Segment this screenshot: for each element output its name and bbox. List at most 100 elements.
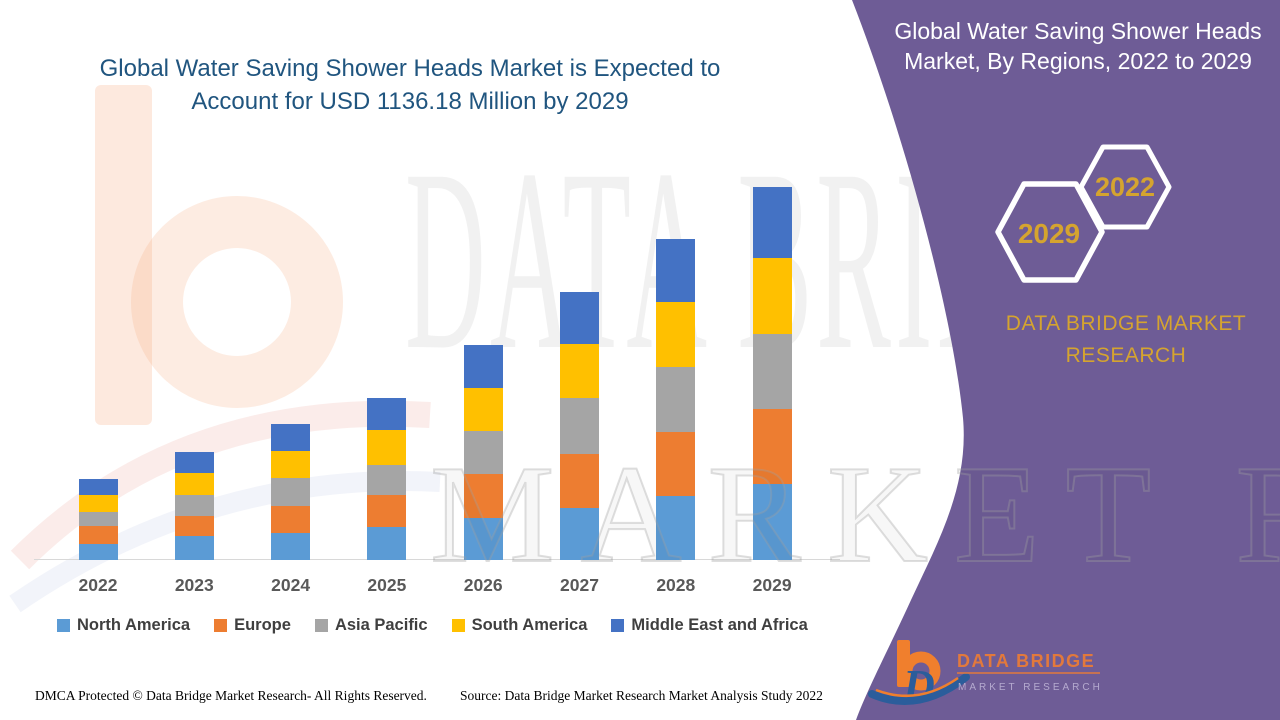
bar-segment-2025 xyxy=(367,397,407,431)
bar-segment-2026 xyxy=(463,518,503,560)
bar-segment-2022 xyxy=(78,525,118,544)
hexagon-2029-label: 2029 xyxy=(1018,218,1080,249)
bar-segment-2025 xyxy=(367,465,407,496)
bar-2029 xyxy=(752,187,792,560)
legend-label: Europe xyxy=(234,616,291,634)
bar-2028 xyxy=(656,238,696,560)
bar-segment-2025 xyxy=(367,526,407,560)
watermark-b-bowl xyxy=(131,196,343,408)
legend-item: Europe xyxy=(214,616,291,635)
legend-swatch-icon xyxy=(214,619,228,632)
legend-swatch-icon xyxy=(314,619,328,632)
x-axis-label-2024: 2024 xyxy=(271,575,311,595)
bar-segment-2026 xyxy=(463,431,503,475)
bar-segment-2026 xyxy=(463,388,503,432)
logo-swoosh-blue-icon xyxy=(868,673,970,706)
x-axis-label-2027: 2027 xyxy=(560,575,599,595)
watermark-b-stem xyxy=(95,85,152,425)
bar-segment-2028 xyxy=(656,431,696,497)
x-axis-label-2025: 2025 xyxy=(367,575,407,595)
bar-segment-2028 xyxy=(656,238,696,303)
bar-segment-2027 xyxy=(560,398,599,454)
stacked-bar-chart: 2022 2023 2024 2025 2026 2027 2028 2029 xyxy=(34,187,840,595)
bar-segment-2027 xyxy=(560,507,599,560)
bar-2024 xyxy=(271,423,311,560)
panel-title-line1: Global Water Saving Shower Heads xyxy=(894,18,1262,44)
bar-segment-2024 xyxy=(271,450,311,479)
logo-b-bowl-icon xyxy=(901,651,941,691)
bar-segment-2023 xyxy=(174,452,214,474)
bar-2025 xyxy=(367,397,407,560)
bar-segment-2029 xyxy=(752,333,792,409)
bar-segment-2022 xyxy=(78,543,118,560)
brand-text: DATA BRIDGE MARKET RESEARCH xyxy=(970,308,1280,372)
legend-swatch-icon xyxy=(611,619,625,632)
legend-swatch-icon xyxy=(451,619,465,632)
logo-swoosh-orange-icon xyxy=(875,676,959,698)
brand-text-line2: RESEARCH xyxy=(1065,344,1187,367)
side-panel-shape xyxy=(852,0,1280,720)
legend-item: North America xyxy=(57,616,190,635)
chart-headline-line2: Account for USD 1136.18 Million by 2029 xyxy=(191,88,629,115)
logo-subtitle: MARKET RESEARCH xyxy=(958,682,1103,693)
bar-segment-2024 xyxy=(271,506,311,534)
bar-segment-2026 xyxy=(463,345,503,389)
bar-segment-2023 xyxy=(174,536,214,560)
dmca-notice: DMCA Protected © Data Bridge Market Rese… xyxy=(35,688,427,703)
legend-label: South America xyxy=(471,616,588,634)
bar-segment-2028 xyxy=(656,302,696,368)
logo-title: DATA BRIDGE xyxy=(957,651,1095,671)
chart-headline: Global Water Saving Shower Heads Market … xyxy=(55,52,765,118)
bar-segment-2028 xyxy=(656,496,696,560)
bar-segment-2027 xyxy=(560,291,599,344)
legend-label: Asia Pacific xyxy=(334,616,428,634)
bar-segment-2022 xyxy=(78,495,118,512)
x-axis-line xyxy=(34,559,840,560)
chart-headline-line1: Global Water Saving Shower Heads Market … xyxy=(99,55,721,82)
bar-segment-2027 xyxy=(560,343,599,399)
legend-item: Middle East and Africa xyxy=(611,616,808,635)
bar-segment-2028 xyxy=(656,367,696,432)
brand-text-line1: DATA BRIDGE MARKET xyxy=(1005,312,1247,335)
footer: DMCA Protected © Data Bridge Market Rese… xyxy=(0,684,860,710)
bar-segment-2025 xyxy=(367,495,407,527)
bar-segment-2023 xyxy=(174,516,214,537)
panel-title: Global Water Saving Shower Heads Market,… xyxy=(880,16,1276,76)
bar-segment-2029 xyxy=(752,483,792,560)
bar-segment-2026 xyxy=(463,474,503,519)
bar-segment-2027 xyxy=(560,453,599,508)
legend-swatch-icon xyxy=(57,619,70,632)
x-axis-label-2028: 2028 xyxy=(656,575,696,595)
hexagon-2022-label: 2022 xyxy=(1095,172,1155,202)
x-axis-label-2026: 2026 xyxy=(463,575,503,595)
bar-2026 xyxy=(463,345,503,560)
x-axis-label-2022: 2022 xyxy=(78,575,118,595)
hexagon-2022 xyxy=(1078,144,1172,230)
bar-2027 xyxy=(560,291,599,560)
bar-segment-2024 xyxy=(271,533,311,560)
source-note: Source: Data Bridge Market Research Mark… xyxy=(460,688,823,703)
panel-title-line2: Market, By Regions, 2022 to 2029 xyxy=(904,48,1252,74)
bar-2022 xyxy=(78,479,118,560)
bar-segment-2025 xyxy=(367,430,407,466)
bar-segment-2023 xyxy=(174,495,214,517)
x-axis-label-2023: 2023 xyxy=(174,575,214,595)
bar-segment-2022 xyxy=(78,511,118,526)
x-axis-label-2029: 2029 xyxy=(752,575,792,595)
bar-segment-2024 xyxy=(271,423,311,451)
bar-segment-2022 xyxy=(78,479,118,496)
bar-segment-2024 xyxy=(271,478,311,507)
chart-legend: North America Europe Asia Pacific South Ame… xyxy=(57,616,808,635)
bar-segment-2029 xyxy=(752,258,792,334)
legend-item: South America xyxy=(451,616,588,635)
bar-segment-2029 xyxy=(752,187,792,259)
bar-segment-2023 xyxy=(174,473,214,496)
bar-2023 xyxy=(174,452,214,560)
legend-label: Middle East and Africa xyxy=(631,616,808,634)
watermark-swoosh-red xyxy=(10,400,431,570)
